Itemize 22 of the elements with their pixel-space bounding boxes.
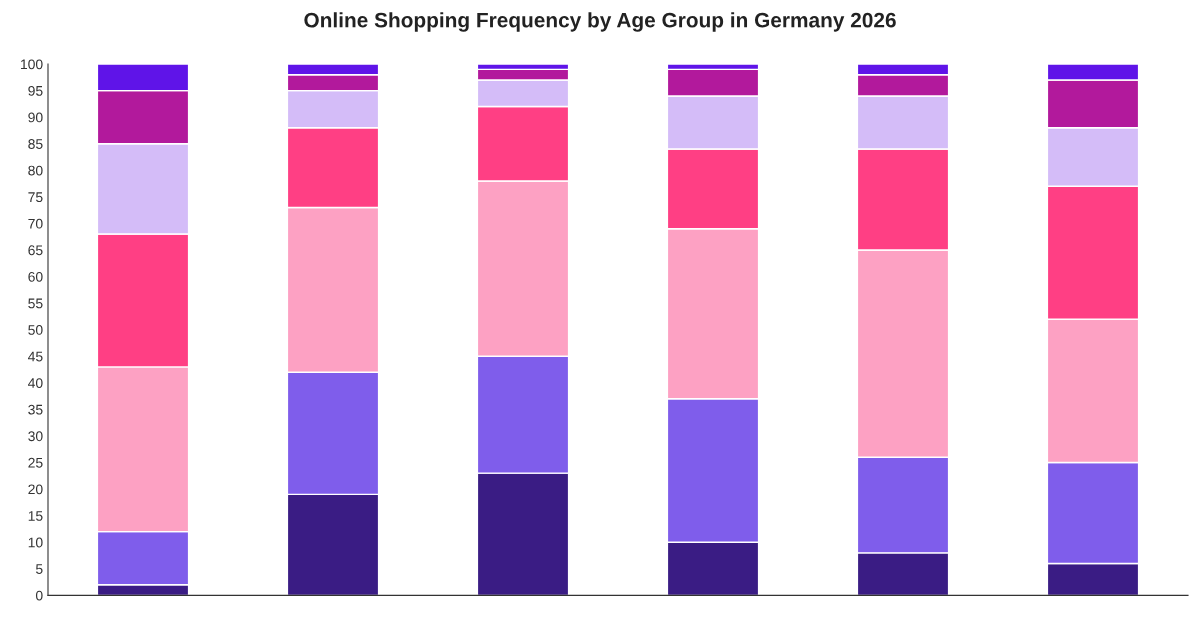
y-tick-label: 90 bbox=[28, 112, 43, 123]
y-tick-label: 35 bbox=[28, 404, 43, 415]
y-tick-label: 10 bbox=[28, 537, 43, 548]
y-tick-label: 75 bbox=[28, 192, 43, 203]
y-tick-label: 25 bbox=[28, 457, 43, 468]
y-tick-label: 40 bbox=[28, 378, 43, 388]
y-tick-label: 55 bbox=[28, 298, 43, 309]
y-tick-label: 45 bbox=[28, 351, 43, 362]
y-tick-label: 95 bbox=[28, 85, 43, 96]
chart-title: Online Shopping Frequency by Age Group in Germany 2026 bbox=[304, 12, 896, 32]
y-tick-label: 0 bbox=[35, 590, 43, 601]
y-tick-label: 5 bbox=[35, 564, 43, 574]
y-tick-label: 15 bbox=[28, 511, 43, 521]
y-tick-label: 100 bbox=[21, 59, 43, 70]
y-tick-label: 60 bbox=[28, 271, 43, 282]
y-tick-label: 85 bbox=[28, 139, 43, 149]
y-tick-label: 20 bbox=[28, 484, 43, 495]
y-tick-label: 65 bbox=[28, 245, 43, 256]
y-tick-label: 70 bbox=[28, 218, 43, 229]
y-tick-label: 80 bbox=[28, 165, 43, 176]
y-tick-label: 50 bbox=[28, 325, 43, 335]
y-tick-label: 30 bbox=[28, 431, 43, 442]
